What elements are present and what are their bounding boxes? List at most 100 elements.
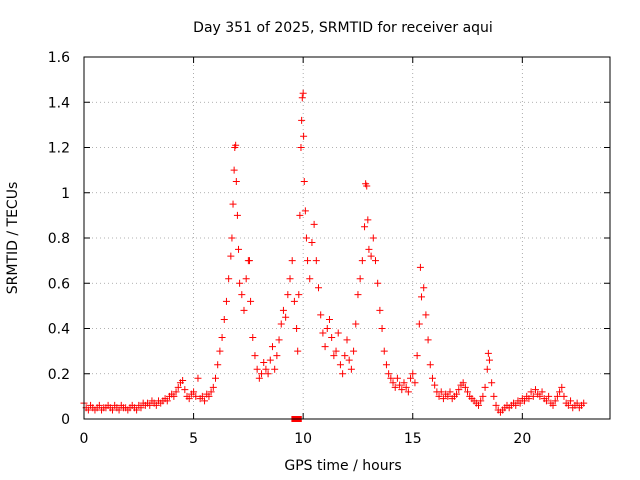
data-point <box>529 392 537 400</box>
data-point <box>236 279 244 287</box>
data-point <box>516 399 524 407</box>
data-point <box>298 94 306 102</box>
data-point <box>409 370 417 378</box>
data-point <box>133 406 141 414</box>
data-point <box>376 306 384 314</box>
data-point <box>363 182 371 190</box>
data-point <box>137 404 145 412</box>
data-points <box>80 89 588 422</box>
data-point <box>229 200 237 208</box>
data-point <box>536 392 544 400</box>
y-tick-label: 0.8 <box>48 231 70 247</box>
data-point <box>396 381 404 389</box>
data-point <box>205 392 213 400</box>
data-point <box>404 388 412 396</box>
data-point <box>538 388 546 396</box>
data-point <box>393 374 401 382</box>
data-point <box>268 343 276 351</box>
data-point <box>330 352 338 360</box>
y-tick-label: 1 <box>61 186 70 202</box>
data-point <box>416 263 424 271</box>
data-point <box>428 374 436 382</box>
data-point <box>179 377 187 385</box>
data-point <box>380 347 388 355</box>
data-point <box>317 311 325 319</box>
data-point <box>573 399 581 407</box>
data-point <box>284 291 292 299</box>
data-point <box>174 383 182 391</box>
data-point <box>253 365 261 373</box>
data-point <box>455 386 463 394</box>
data-point <box>222 297 230 305</box>
data-point <box>545 392 553 400</box>
data-point <box>266 356 274 364</box>
data-point <box>207 388 215 396</box>
data-point <box>282 313 290 321</box>
data-point <box>400 379 408 387</box>
data-point <box>277 320 285 328</box>
y-tick-label: 0.6 <box>48 276 70 292</box>
data-point <box>512 401 520 409</box>
data-point <box>300 132 308 140</box>
grid-lines <box>84 57 610 419</box>
data-point <box>216 347 224 355</box>
chart-title: Day 351 of 2025, SRMTID for receiver aqu… <box>193 20 493 36</box>
y-tick-label: 0 <box>61 412 70 428</box>
data-point <box>365 245 373 253</box>
data-point <box>298 116 306 124</box>
data-point <box>402 383 410 391</box>
data-point <box>444 392 452 400</box>
data-point <box>181 386 189 394</box>
data-point <box>302 234 310 242</box>
data-point <box>477 397 485 405</box>
data-point <box>347 365 355 373</box>
data-point <box>558 383 566 391</box>
y-tick-label: 0.4 <box>48 322 70 338</box>
data-point <box>354 291 362 299</box>
data-point <box>255 374 263 382</box>
data-point <box>295 291 303 299</box>
data-point <box>481 383 489 391</box>
data-point <box>108 406 116 414</box>
data-point <box>488 379 496 387</box>
data-point <box>407 374 415 382</box>
data-point <box>358 257 366 265</box>
data-point <box>418 293 426 301</box>
data-point <box>551 397 559 405</box>
data-point <box>374 279 382 287</box>
data-point <box>247 297 255 305</box>
data-point <box>201 397 209 405</box>
data-point <box>343 336 351 344</box>
data-point <box>492 401 500 409</box>
data-point <box>232 177 240 185</box>
data-point <box>275 336 283 344</box>
data-point <box>426 361 434 369</box>
data-point <box>341 352 349 360</box>
data-point <box>413 352 421 360</box>
data-point <box>214 361 222 369</box>
data-point <box>84 406 92 414</box>
data-point <box>321 343 329 351</box>
data-point <box>242 275 250 283</box>
data-point <box>192 392 200 400</box>
data-point <box>238 291 246 299</box>
data-point <box>382 361 390 369</box>
data-point <box>415 320 423 328</box>
data-point <box>152 401 160 409</box>
data-point <box>245 257 253 265</box>
data-point <box>185 395 193 403</box>
data-point <box>475 401 482 409</box>
data-point <box>439 395 447 403</box>
data-point <box>304 257 312 265</box>
data-point <box>369 234 377 242</box>
data-point <box>209 383 217 391</box>
data-point <box>553 392 561 400</box>
data-point <box>323 325 331 332</box>
x-tick-label: 10 <box>294 431 312 447</box>
data-point <box>580 399 588 407</box>
data-point <box>218 334 226 342</box>
data-point <box>227 252 235 260</box>
data-point <box>560 392 568 400</box>
data-point <box>262 365 270 373</box>
